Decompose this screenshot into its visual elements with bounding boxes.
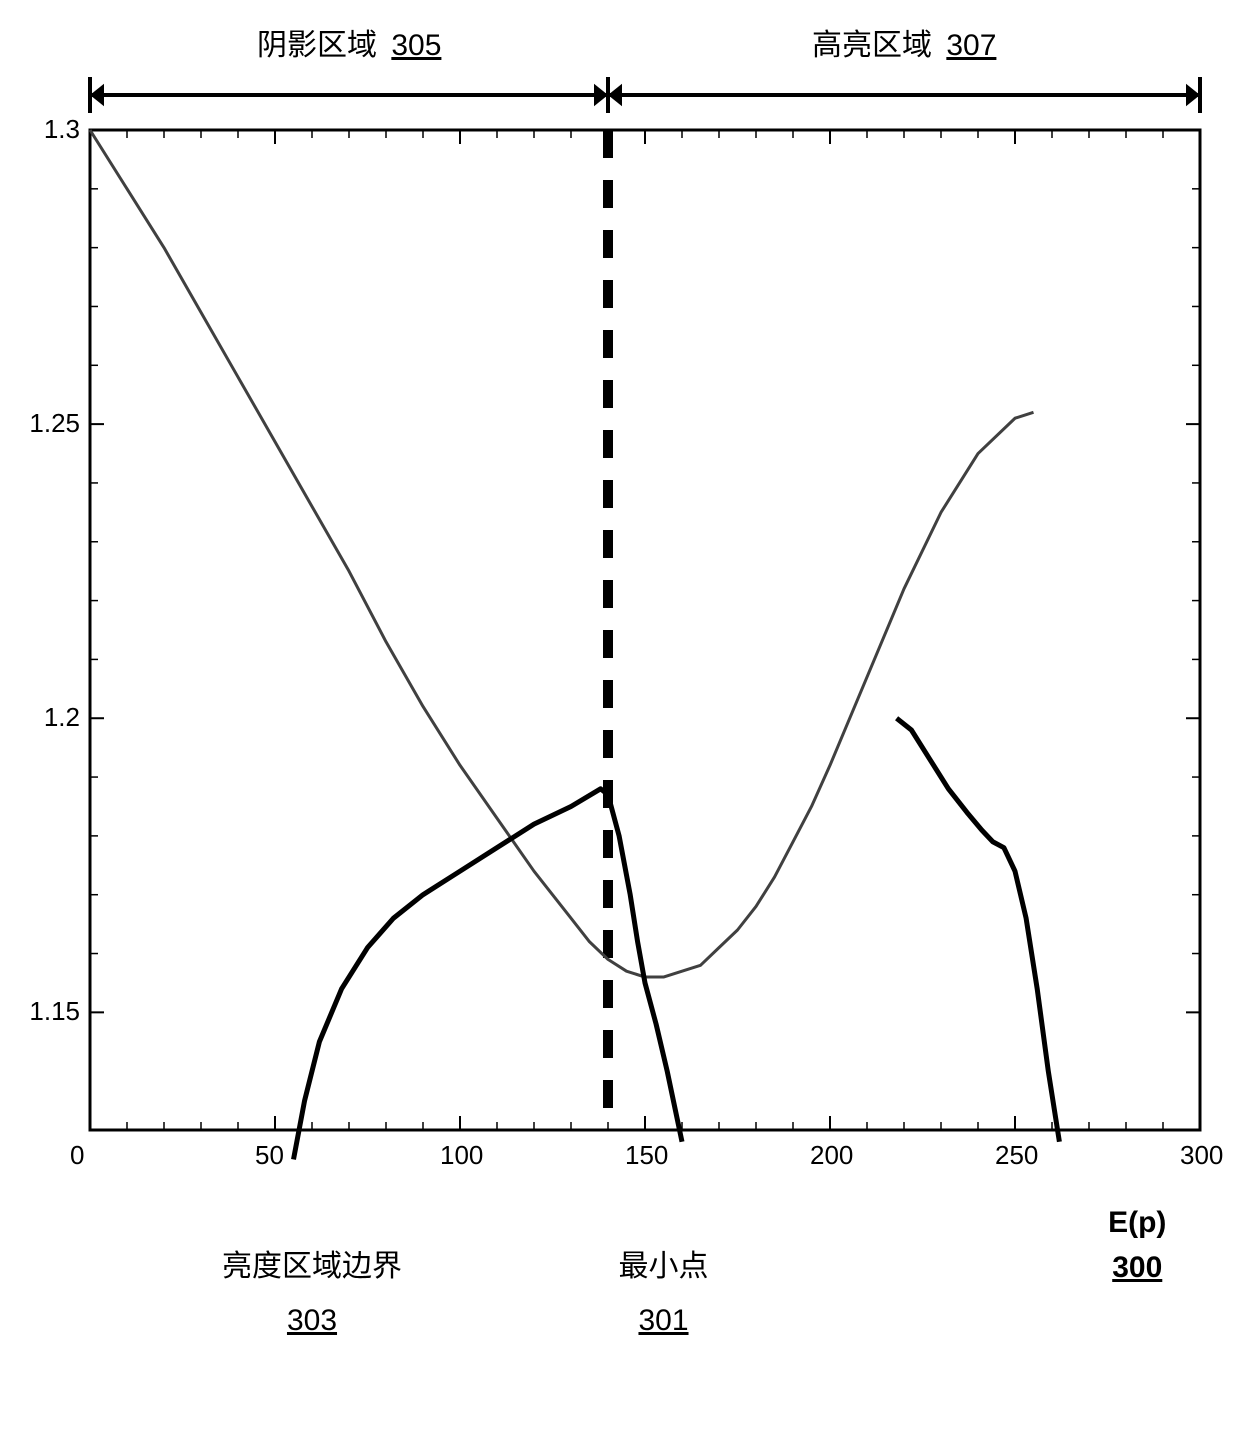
xtick-label: 300 [1180, 1140, 1240, 1171]
xtick-label: 50 [255, 1140, 315, 1171]
xtick-label: 150 [625, 1140, 685, 1171]
ytick-label: 1.2 [44, 702, 80, 733]
xtick-label: 100 [440, 1140, 500, 1171]
region-label-highlight-text: 高亮区域 [812, 29, 932, 62]
label-minpoint-num: 301 [619, 1294, 709, 1348]
ytick-label: 1.3 [44, 114, 80, 145]
label-minpoint: 最小点 301 [619, 1240, 709, 1348]
label-minpoint-text: 最小点 [619, 1250, 709, 1283]
label-boundary-text: 亮度区域边界 [222, 1250, 402, 1283]
label-ep-text: E(p) [1108, 1206, 1166, 1239]
ytick-label: 1.15 [29, 996, 80, 1027]
label-ep: E(p) 300 [1108, 1200, 1166, 1290]
ytick-label: 1.25 [29, 408, 80, 439]
chart-svg [0, 0, 1240, 1440]
region-label-highlight: 高亮区域 307 [812, 20, 996, 64]
figure-root: 阴影区域 305 高亮区域 307 亮度区域边界 303 最小点 301 E(p… [0, 0, 1240, 1440]
region-label-highlight-num: 307 [946, 29, 996, 62]
xtick-label: 200 [810, 1140, 870, 1171]
region-label-shadow: 阴影区域 305 [257, 20, 441, 64]
xtick-label: 250 [995, 1140, 1055, 1171]
label-boundary: 亮度区域边界 303 [222, 1240, 402, 1348]
xtick-label: 0 [70, 1140, 130, 1171]
region-label-shadow-text: 阴影区域 [257, 29, 377, 62]
region-label-shadow-num: 305 [391, 29, 441, 62]
label-ep-num: 300 [1108, 1245, 1166, 1290]
label-boundary-num: 303 [222, 1294, 402, 1348]
